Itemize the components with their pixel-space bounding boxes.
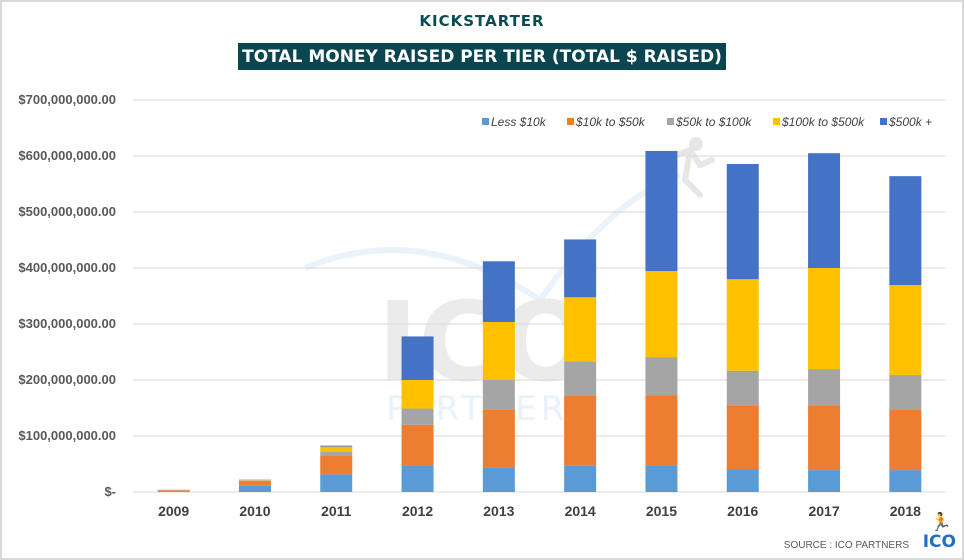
bar-segment — [726, 279, 759, 371]
legend-label: Less $10k — [491, 115, 547, 129]
bar-segment — [482, 467, 515, 492]
bar-segment — [889, 285, 922, 375]
chart-title: TOTAL MONEY RAISED PER TIER (TOTAL $ RAI… — [238, 43, 726, 70]
bar-stack-2012 — [401, 336, 434, 492]
bar-segment — [482, 321, 515, 380]
bar-stack-2010 — [238, 479, 271, 492]
bar-segment — [726, 405, 759, 470]
y-axis-ticks: $- $100,000,000.00 $200,000,000.00 $300,000… — [18, 92, 116, 499]
bar-stack-2011 — [320, 445, 353, 492]
bar-segment — [645, 150, 678, 272]
bar-segment — [889, 374, 922, 411]
bar-segment — [401, 336, 434, 380]
y-tick-label: $600,000,000.00 — [18, 148, 116, 163]
bar-segment — [320, 446, 353, 453]
x-tick-label: 2016 — [727, 503, 758, 519]
bar-stack-2009 — [157, 489, 190, 492]
x-tick-label: 2017 — [808, 503, 839, 519]
legend-swatch — [482, 118, 489, 125]
legend-label: $500k + — [888, 115, 932, 129]
ico-logo: ICO — [922, 532, 956, 552]
bar-segment — [482, 261, 515, 322]
bar-segment — [645, 395, 678, 466]
bar-segment — [889, 470, 922, 492]
legend-swatch — [773, 118, 780, 125]
bar-stack-2015 — [645, 150, 678, 492]
y-tick-label: $400,000,000.00 — [18, 260, 116, 275]
x-tick-label: 2018 — [890, 503, 921, 519]
bar-stack-2016 — [726, 164, 759, 492]
bar-segment — [564, 297, 597, 362]
y-tick-label: $500,000,000.00 — [18, 204, 116, 219]
legend-swatch — [667, 118, 674, 125]
bar-stack-2018 — [889, 176, 922, 492]
runner-icon: 🏃 — [929, 512, 952, 532]
title-wrap: TOTAL MONEY RAISED PER TIER (TOTAL $ RAI… — [0, 43, 964, 70]
bar-segment — [808, 405, 841, 471]
bar-segment — [726, 370, 759, 406]
bar-segment — [726, 469, 759, 492]
bar-stack-2017 — [808, 153, 841, 492]
bar-segment — [320, 474, 353, 492]
bar-segment — [482, 380, 515, 410]
legend-swatch — [567, 118, 574, 125]
y-tick-label: $100,000,000.00 — [18, 428, 116, 443]
y-tick-label: $300,000,000.00 — [18, 316, 116, 331]
watermark-runner-body — [667, 146, 715, 198]
bar-segment — [808, 470, 841, 492]
bar-segment — [320, 445, 353, 447]
legend-swatch — [880, 118, 887, 125]
source-label: SOURCE : ICO PARTNERS — [783, 540, 909, 551]
legend-label: $10k to $50k — [575, 115, 646, 129]
bar-segment — [238, 480, 271, 486]
legend: Less $10k $10k to $50k $50k to $100k $100k … — [482, 115, 932, 129]
watermark-swoosh — [303, 172, 682, 305]
watermark-runner-head — [689, 137, 703, 151]
bar-segment — [564, 396, 597, 466]
x-tick-label: 2011 — [321, 503, 352, 519]
bar-segment — [238, 480, 271, 481]
x-tick-label: 2012 — [402, 503, 433, 519]
bar-segment — [401, 408, 434, 425]
bar-segment — [401, 424, 434, 466]
bar-segment — [482, 409, 515, 468]
x-tick-label: 2015 — [646, 503, 677, 519]
x-tick-label: 2013 — [483, 503, 514, 519]
bar-segment — [645, 465, 678, 492]
bar-segment — [645, 357, 678, 396]
bar-segment — [889, 176, 922, 286]
bar-segment — [320, 452, 353, 456]
bar-segment — [889, 410, 922, 471]
x-tick-label: 2014 — [565, 503, 596, 519]
x-tick-label: 2010 — [239, 503, 270, 519]
bar-segment — [808, 369, 841, 406]
y-tick-label: $700,000,000.00 — [18, 92, 116, 107]
bar-segment — [401, 380, 434, 409]
bar-segment — [808, 268, 841, 370]
y-tick-label: $- — [104, 484, 116, 499]
bar-segment — [238, 485, 271, 492]
bar-segment — [808, 153, 841, 268]
bar-segment — [726, 164, 759, 280]
bars — [157, 150, 922, 492]
bar-segment — [564, 465, 597, 492]
x-tick-label: 2009 — [158, 503, 189, 519]
bar-stack-2014 — [564, 239, 597, 492]
bar-stack-2013 — [482, 261, 515, 492]
legend-label: $100k to $500k — [781, 115, 865, 129]
bar-segment — [320, 455, 353, 475]
bar-segment — [157, 490, 190, 492]
bar-segment — [564, 361, 597, 397]
x-axis-ticks: 2009 2010 2011 2012 2013 2014 2015 2016 2017 2018 — [158, 503, 921, 519]
bar-segment — [645, 271, 678, 358]
bar-segment — [564, 239, 597, 298]
kickstarter-logo: KICKSTARTER — [419, 12, 545, 30]
y-tick-label: $200,000,000.00 — [18, 372, 116, 387]
legend-label: $50k to $100k — [675, 115, 752, 129]
bar-segment — [401, 465, 434, 492]
